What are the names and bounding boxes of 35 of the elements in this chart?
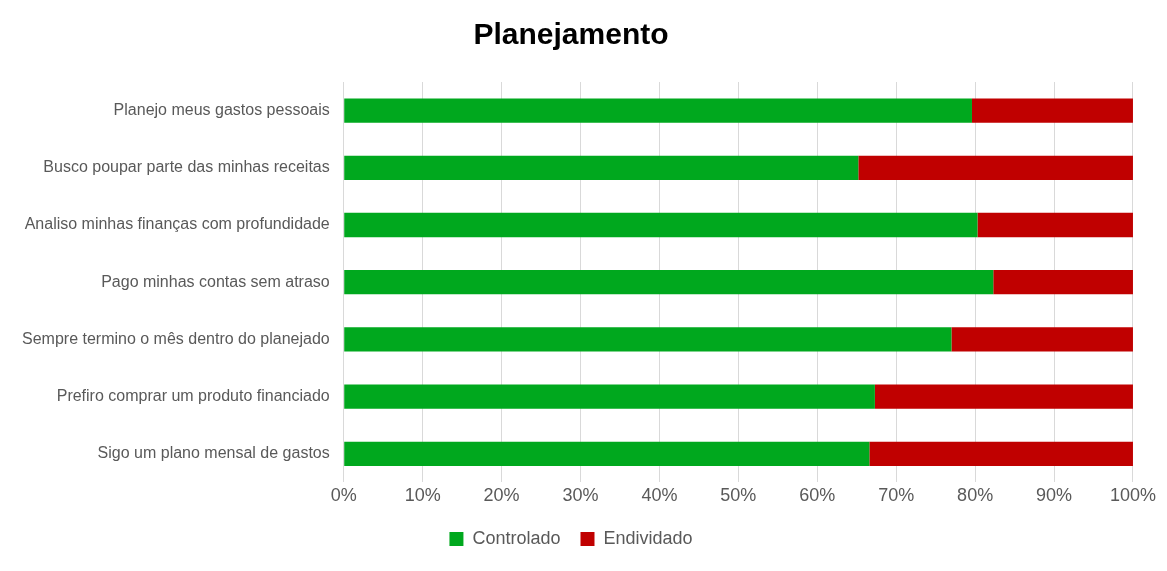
- legend-label: Controlado: [472, 527, 561, 548]
- bar: [869, 441, 1133, 466]
- y-tick-label: Planejo meus gastos pessoais: [113, 101, 330, 119]
- bar: [858, 155, 1133, 180]
- y-tick-label: Pago minhas contas sem atraso: [101, 272, 330, 290]
- x-tick-label: 70%: [878, 485, 915, 506]
- x-tick-label: 10%: [404, 485, 441, 506]
- bar: [951, 327, 1133, 352]
- y-tick-label: Prefiro comprar um produto financiado: [56, 387, 330, 405]
- bar: [993, 270, 1133, 295]
- bar: [344, 98, 972, 123]
- y-tick-label: Busco poupar parte das minhas receitas: [43, 158, 330, 176]
- x-tick-label: 40%: [641, 485, 678, 506]
- bar: [344, 441, 870, 466]
- bar: [344, 384, 875, 409]
- bar: [344, 327, 952, 352]
- bar: [344, 270, 994, 295]
- x-tick-label: 20%: [483, 485, 520, 506]
- y-tick-label: Sempre termino o mês dentro do planejado: [22, 329, 330, 347]
- bar: [344, 155, 859, 180]
- bar: [344, 212, 978, 238]
- bar: [971, 98, 1133, 123]
- x-tick-label: 80%: [957, 485, 994, 506]
- y-tick-label: Sigo um plano mensal de gastos: [97, 444, 330, 462]
- x-tick-label: 100%: [1109, 485, 1156, 506]
- x-tick-label: 90%: [1036, 485, 1073, 506]
- x-tick-label: 50%: [720, 485, 757, 506]
- chart-title: Planejamento: [473, 17, 669, 51]
- x-tick-label: 0%: [330, 485, 357, 506]
- x-tick-label: 60%: [799, 485, 836, 506]
- x-tick-label: 30%: [562, 485, 599, 506]
- y-tick-label: Analiso minhas finanças com profundidade: [24, 215, 330, 233]
- legend-label: Endividado: [603, 527, 693, 548]
- bar: [977, 212, 1133, 238]
- bar: [874, 384, 1133, 409]
